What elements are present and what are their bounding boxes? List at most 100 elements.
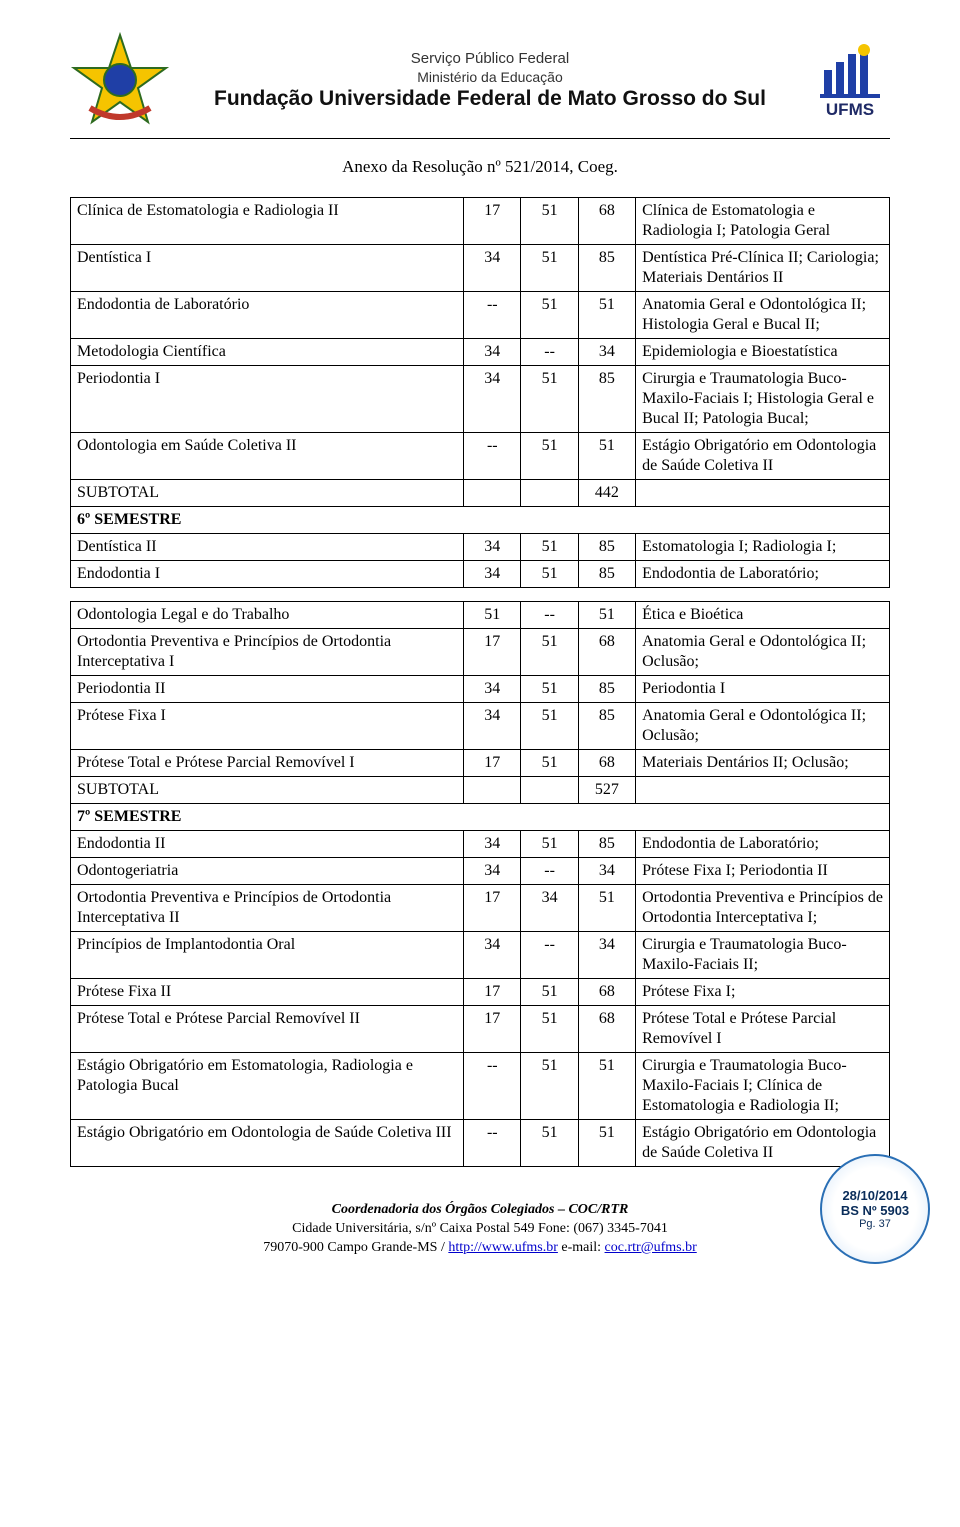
cell-c2 — [464, 777, 521, 804]
cell-c5: Ortodontia Preventiva e Princípios de Or… — [636, 885, 890, 932]
cell-c3: 51 — [521, 198, 578, 245]
cell-c3: 51 — [521, 629, 578, 676]
footer-link-site[interactable]: http://www.ufms.br — [448, 1240, 558, 1255]
table-row: Endodontia I345185Endodontia de Laborató… — [71, 561, 890, 588]
cell-c4: 51 — [578, 292, 635, 339]
cell-c5: Estágio Obrigatório em Odontologia de Sa… — [636, 433, 890, 480]
cell-c3: 51 — [521, 561, 578, 588]
table-row: Prótese Total e Prótese Parcial Removíve… — [71, 750, 890, 777]
cell-c3: 51 — [521, 433, 578, 480]
cell-c1: Dentística I — [71, 245, 464, 292]
footer-line2: Cidade Universitária, s/nº Caixa Postal … — [70, 1220, 890, 1239]
cell-c2: 34 — [464, 703, 521, 750]
stamp-bs: BS Nº 5903 — [841, 1203, 909, 1218]
cell-c5: Cirurgia e Traumatologia Buco-Maxilo-Fac… — [636, 932, 890, 979]
table-gap — [71, 588, 890, 602]
cell-c3: 51 — [521, 703, 578, 750]
cell-c2: 17 — [464, 885, 521, 932]
stamp-date: 28/10/2014 — [842, 1188, 907, 1203]
cell-c2: 51 — [464, 602, 521, 629]
table-row: Clínica de Estomatologia e Radiologia II… — [71, 198, 890, 245]
cell-c5: Materiais Dentários II; Oclusão; — [636, 750, 890, 777]
header-line2: Ministério da Educação — [170, 69, 810, 85]
cell-c3: 51 — [521, 1006, 578, 1053]
cell-c4: 85 — [578, 676, 635, 703]
cell-c2: 34 — [464, 245, 521, 292]
cell-c2: 34 — [464, 831, 521, 858]
cell-c3: 51 — [521, 979, 578, 1006]
table-row: Periodontia I345185Cirurgia e Traumatolo… — [71, 366, 890, 433]
table-row: Endodontia II345185Endodontia de Laborat… — [71, 831, 890, 858]
footer-link-email[interactable]: coc.rtr@ufms.br — [605, 1240, 697, 1255]
cell-c5: Anatomia Geral e Odontológica II; Oclusã… — [636, 703, 890, 750]
cell-c1: Prótese Fixa II — [71, 979, 464, 1006]
cell-c2: -- — [464, 1120, 521, 1167]
cell-c1: Metodologia Científica — [71, 339, 464, 366]
cell-c2: 34 — [464, 534, 521, 561]
cell-c3: 51 — [521, 534, 578, 561]
cell-c4: 34 — [578, 858, 635, 885]
cell-c2: -- — [464, 292, 521, 339]
cell-c2: 17 — [464, 198, 521, 245]
cell-c3: -- — [521, 858, 578, 885]
cell-c4: 68 — [578, 750, 635, 777]
cell-c2: 34 — [464, 366, 521, 433]
cell-c1: SUBTOTAL — [71, 480, 464, 507]
cell-c4: 68 — [578, 198, 635, 245]
cell-c4: 51 — [578, 433, 635, 480]
cell-c1: Dentística II — [71, 534, 464, 561]
table-row: Prótese Total e Prótese Parcial Removíve… — [71, 1006, 890, 1053]
footer-line3: 79070-900 Campo Grande-MS / http://www.u… — [70, 1239, 890, 1258]
cell-c1: Prótese Total e Prótese Parcial Removíve… — [71, 1006, 464, 1053]
cell-c4: 442 — [578, 480, 635, 507]
cell-c1: Periodontia II — [71, 676, 464, 703]
table-row: Odontologia Legal e do Trabalho51--51Éti… — [71, 602, 890, 629]
table-row: Endodontia de Laboratório--5151Anatomia … — [71, 292, 890, 339]
annex-title: Anexo da Resolução nº 521/2014, Coeg. — [70, 157, 890, 177]
cell-c4: 34 — [578, 339, 635, 366]
cell-c4: 85 — [578, 703, 635, 750]
cell-c4: 68 — [578, 1006, 635, 1053]
cell-c4: 85 — [578, 534, 635, 561]
cell-c1: Odontologia Legal e do Trabalho — [71, 602, 464, 629]
cell-c4: 68 — [578, 629, 635, 676]
cell-c2: 34 — [464, 676, 521, 703]
cell-c1: SUBTOTAL — [71, 777, 464, 804]
table-row: Dentística I345185Dentística Pré-Clínica… — [71, 245, 890, 292]
cell-c3: 51 — [521, 292, 578, 339]
cell-c1: Prótese Fixa I — [71, 703, 464, 750]
cell-c1: Ortodontia Preventiva e Princípios de Or… — [71, 885, 464, 932]
cell-c4: 51 — [578, 885, 635, 932]
table-row: Odontogeriatria34--34Prótese Fixa I; Per… — [71, 858, 890, 885]
cell-c5: Dentística Pré-Clínica II; Cariologia; M… — [636, 245, 890, 292]
cell-c5: Prótese Fixa I; — [636, 979, 890, 1006]
cell-c4: 34 — [578, 932, 635, 979]
cell-c4: 51 — [578, 602, 635, 629]
page-number: 5 — [70, 1173, 890, 1191]
cell-c1: Periodontia I — [71, 366, 464, 433]
cell-c4: 68 — [578, 979, 635, 1006]
cell-c2: 34 — [464, 561, 521, 588]
coat-of-arms-icon — [70, 30, 170, 130]
cell-c1: Ortodontia Preventiva e Princípios de Or… — [71, 629, 464, 676]
cell-c4: 51 — [578, 1120, 635, 1167]
cell-c1: Estágio Obrigatório em Estomatologia, Ra… — [71, 1053, 464, 1120]
cell-c5: Clínica de Estomatologia e Radiologia I;… — [636, 198, 890, 245]
cell-c1: Odontologia em Saúde Coletiva II — [71, 433, 464, 480]
letterhead-text: Serviço Público Federal Ministério da Ed… — [170, 50, 810, 111]
cell-c3: 51 — [521, 1053, 578, 1120]
table-row: Prótese Fixa I345185Anatomia Geral e Odo… — [71, 703, 890, 750]
cell-c3: -- — [521, 602, 578, 629]
footer: Coordenadoria dos Órgãos Colegiados – CO… — [70, 1201, 890, 1258]
page: Serviço Público Federal Ministério da Ed… — [0, 0, 960, 1298]
cell-c4: 85 — [578, 831, 635, 858]
cell-c3: 51 — [521, 366, 578, 433]
cell-c2: 34 — [464, 932, 521, 979]
header-line1: Serviço Público Federal — [170, 50, 810, 67]
cell-c3: 51 — [521, 676, 578, 703]
cell-c1: Princípios de Implantodontia Oral — [71, 932, 464, 979]
cell-c5: Cirurgia e Traumatologia Buco-Maxilo-Fac… — [636, 1053, 890, 1120]
cell-c5: Prótese Fixa I; Periodontia II — [636, 858, 890, 885]
cell-c3: 34 — [521, 885, 578, 932]
cell-c2: 17 — [464, 750, 521, 777]
